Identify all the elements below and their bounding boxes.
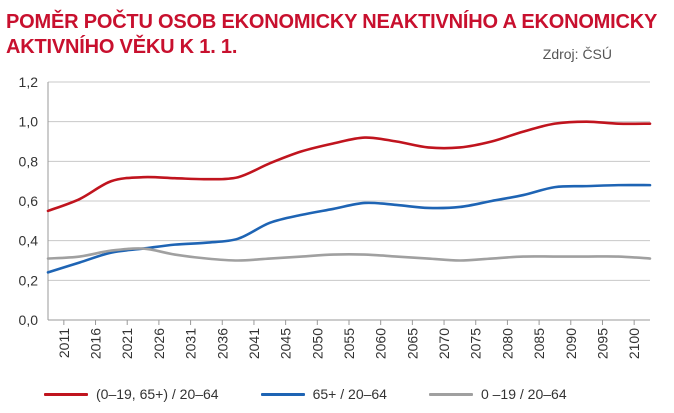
legend-swatch-0-19 bbox=[428, 392, 473, 396]
y-tick-label: 0,6 bbox=[19, 193, 39, 209]
series-line-1 bbox=[46, 183, 652, 274]
y-tick-label: 1,2 bbox=[19, 74, 39, 90]
x-tick-label: 2026 bbox=[151, 328, 167, 359]
legend: (0–19, 65+) / 20–64 65+ / 20–64 0 –19 / … bbox=[44, 386, 567, 402]
series-lines bbox=[46, 120, 652, 274]
legend-swatch-65plus bbox=[260, 392, 305, 396]
y-tick-label: 0,8 bbox=[19, 153, 39, 169]
series-line-2 bbox=[46, 247, 652, 262]
legend-swatch-total bbox=[44, 392, 88, 396]
legend-item-total: (0–19, 65+) / 20–64 bbox=[44, 386, 219, 402]
x-tick-label: 2016 bbox=[88, 328, 104, 359]
y-tick-label: 1,0 bbox=[19, 114, 39, 130]
source-note: Zdroj: ČSÚ bbox=[542, 46, 612, 62]
x-tick-label: 2065 bbox=[404, 328, 420, 359]
grid-lines bbox=[48, 81, 650, 321]
x-tick-label: 2011 bbox=[56, 328, 72, 358]
legend-item-0-19: 0 –19 / 20–64 bbox=[428, 386, 567, 402]
x-tick-label: 2100 bbox=[626, 328, 642, 359]
x-tick-label: 2045 bbox=[278, 328, 294, 359]
y-axis: 0,0 0,2 0,4 0,6 0,8 1,0 1,2 bbox=[19, 74, 49, 328]
chart-title: POMĚR POČTU OSOB EKONOMICKY NEAKTIVNÍHO … bbox=[6, 10, 657, 60]
x-tick-label: 2095 bbox=[594, 328, 610, 359]
x-tick-label: 2070 bbox=[436, 328, 452, 359]
x-tick-label: 2055 bbox=[341, 328, 357, 359]
x-tick-label: 2075 bbox=[468, 328, 484, 359]
y-tick-label: 0,4 bbox=[19, 233, 39, 249]
y-tick-label: 0,2 bbox=[19, 272, 39, 288]
x-tick-label: 2050 bbox=[309, 328, 325, 359]
chart-title-line-2: AKTIVNÍHO VĚKU K 1. 1. bbox=[6, 36, 238, 58]
legend-label-65plus: 65+ / 20–64 bbox=[312, 386, 387, 402]
x-tick-label: 2031 bbox=[183, 328, 199, 359]
chart-title-line-1: POMĚR POČTU OSOB EKONOMICKY NEAKTIVNÍHO … bbox=[6, 11, 658, 33]
legend-item-65plus: 65+ / 20–64 bbox=[260, 386, 387, 402]
x-tick-label: 2036 bbox=[214, 328, 230, 359]
y-tick-label: 0,0 bbox=[19, 312, 39, 328]
legend-label-0-19: 0 –19 / 20–64 bbox=[480, 386, 567, 402]
x-tick-label: 2090 bbox=[563, 328, 579, 359]
x-tick-label: 2041 bbox=[246, 328, 262, 359]
series-line-0 bbox=[46, 120, 652, 213]
x-axis: 2011 2016 2021 2026 2031 2036 2041 2045 2050 2055… bbox=[56, 320, 642, 359]
x-tick-label: 2021 bbox=[119, 328, 135, 359]
x-tick-label: 2080 bbox=[499, 328, 515, 359]
x-tick-label: 2060 bbox=[373, 328, 389, 359]
x-tick-label: 2085 bbox=[531, 328, 547, 359]
legend-label-total: (0–19, 65+) / 20–64 bbox=[96, 386, 219, 402]
